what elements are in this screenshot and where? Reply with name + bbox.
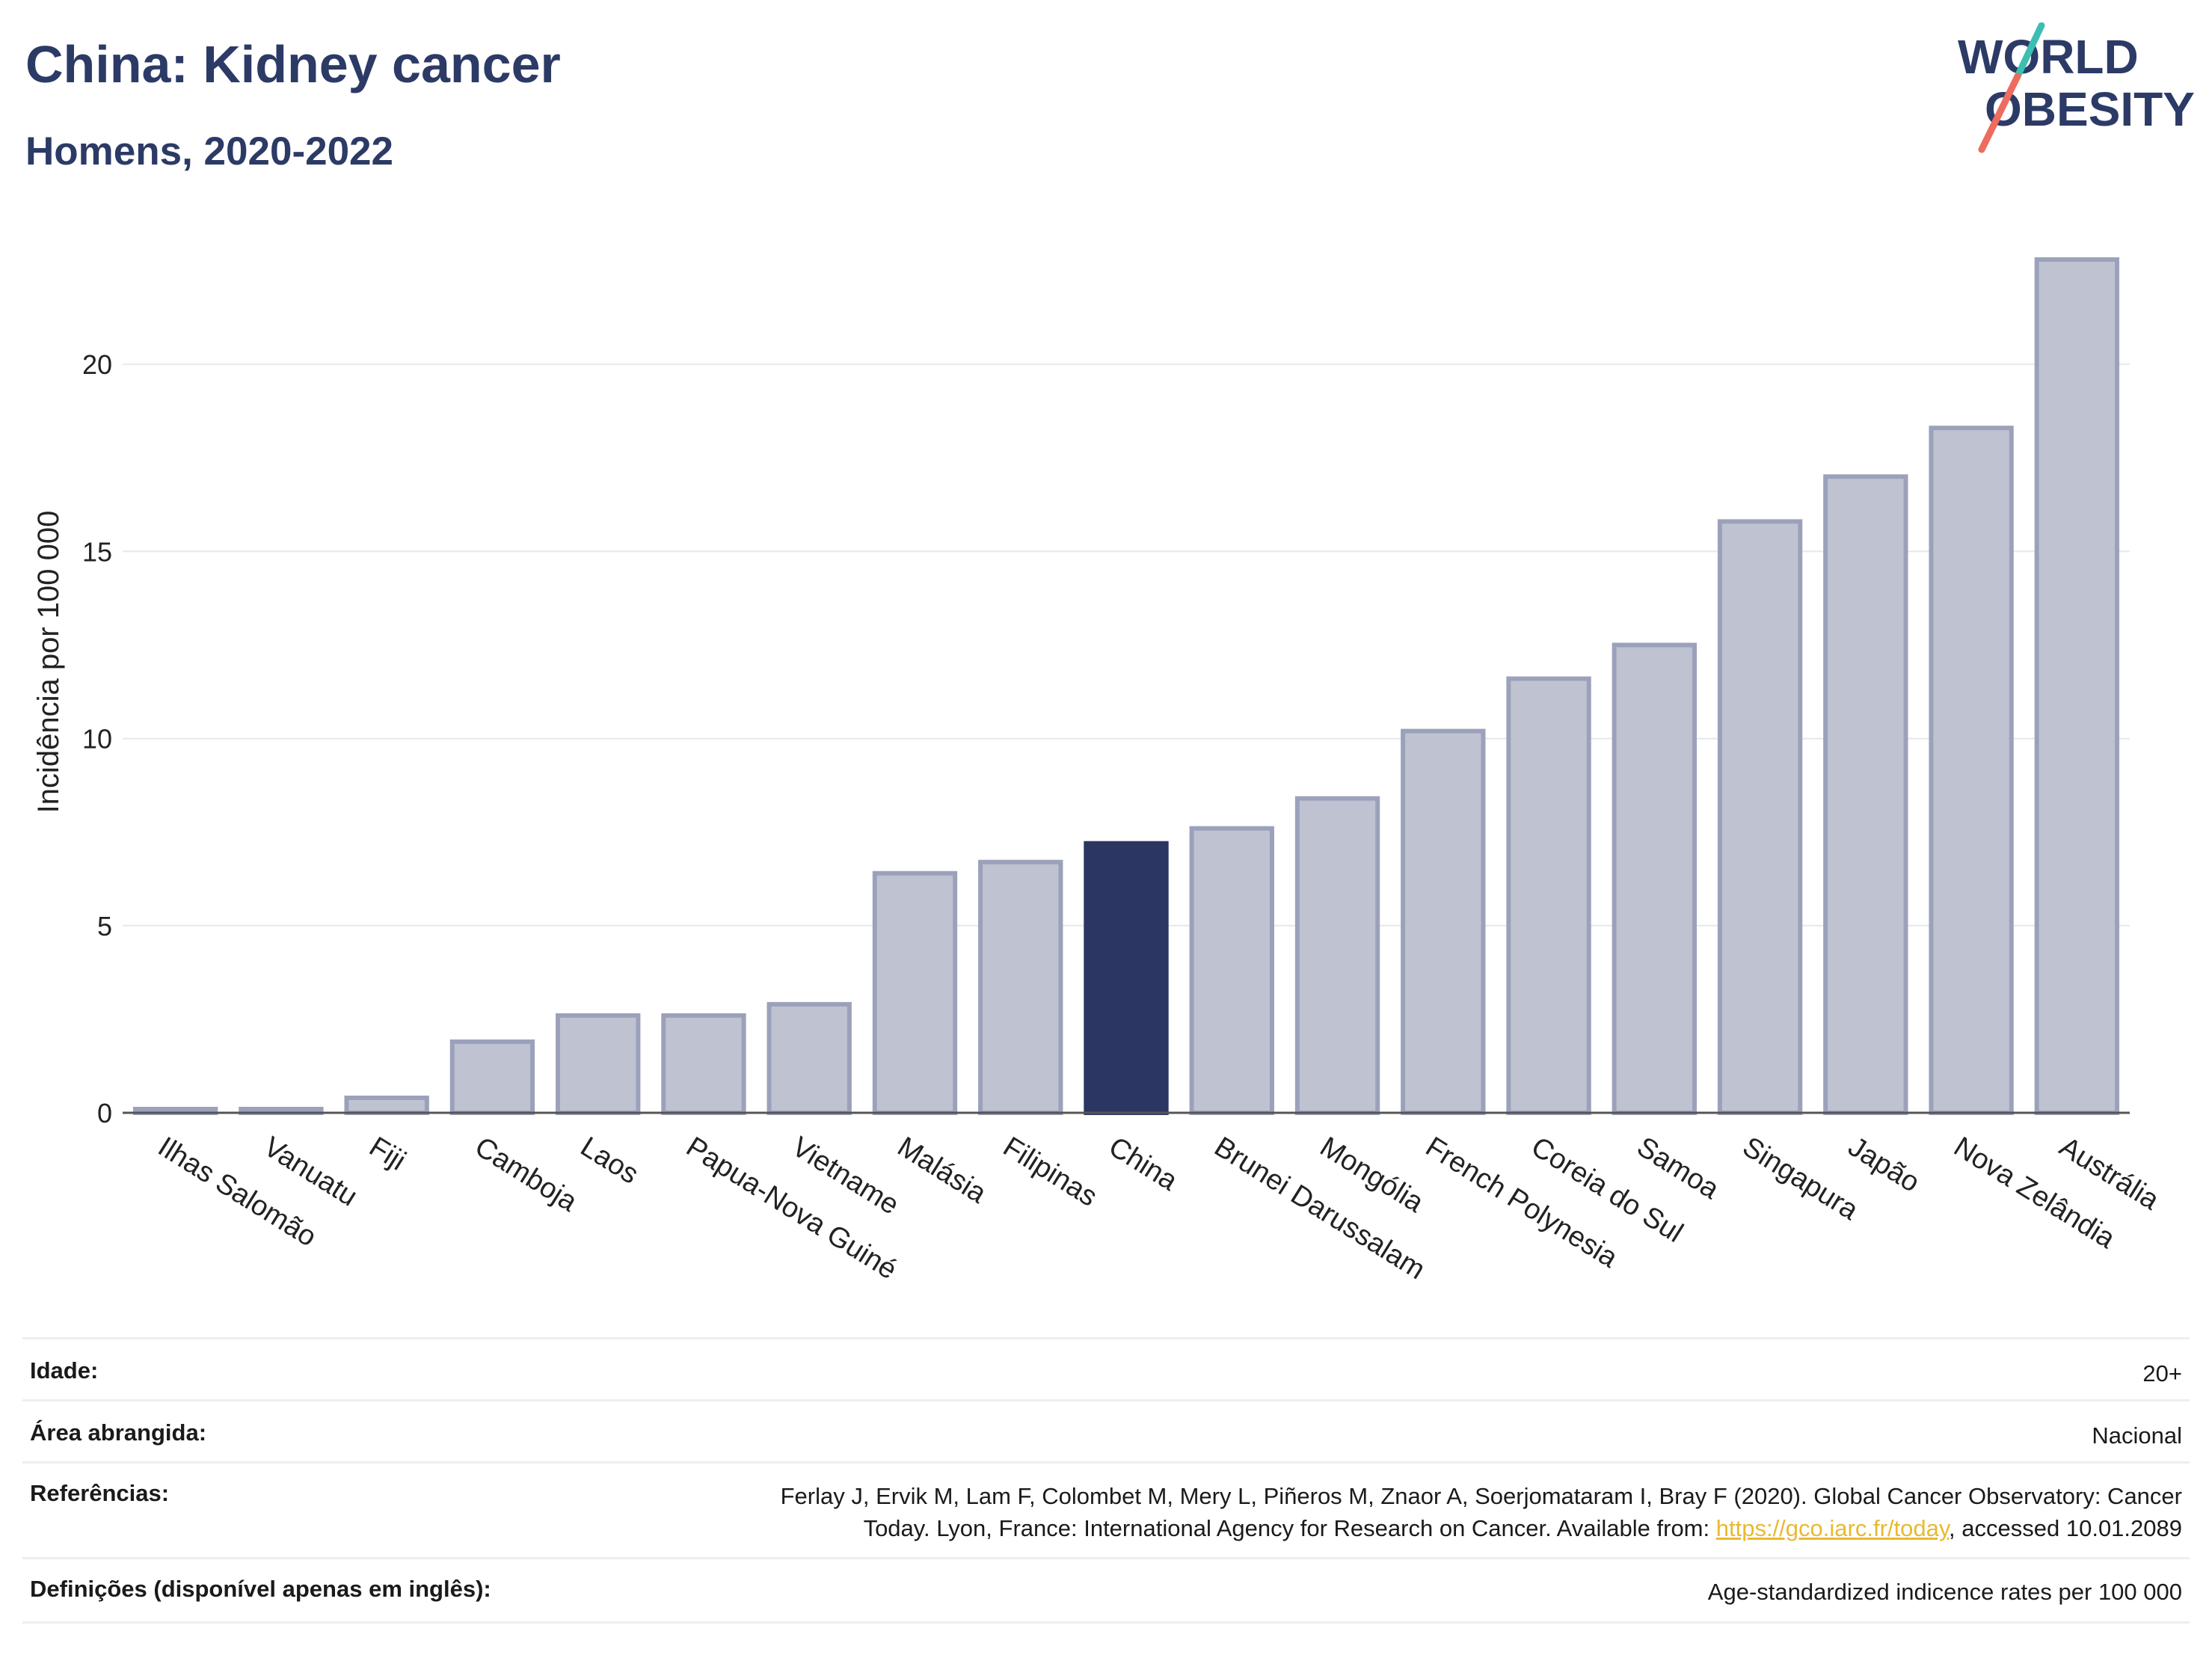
bar-camboja [449,1039,535,1116]
meta-ref-line2-pre: Today. Lyon, France: International Agenc… [863,1515,1716,1541]
bars [132,257,2120,1116]
y-tick-label: 15 [82,536,112,567]
bar-brunei-darussalam [1189,826,1274,1116]
meta-def-value: Age-standardized indicence rates per 100… [1707,1579,2182,1605]
y-tick-label: 20 [82,349,112,380]
y-tick-label: 10 [82,724,112,755]
x-tick-label: Japão [1843,1131,1925,1198]
meta-ref-line2-post: , accessed 10.01.2089 [1949,1515,2182,1541]
x-tick-label: Laos [575,1131,644,1190]
bar-mal-sia [872,871,958,1115]
meta-bottom-border [22,1621,2190,1624]
bar-vietname [766,1001,852,1115]
page-title: China: Kidney cancer [25,35,561,93]
x-tick-label: French Polynesia [1420,1131,1623,1274]
logo-word-world: WORLD [1958,30,2139,84]
meta-def-label: Definições (disponível apenas em inglês)… [30,1576,491,1602]
meta-ref-link[interactable]: https://gco.iarc.fr/today [1715,1515,1950,1541]
meta-ref-line1: Ferlay J, Ervik M, Lam F, Colombet M, Me… [780,1483,2182,1509]
x-tick-label: Fiji [363,1131,411,1176]
logo-slash-coral [1978,73,2021,153]
y-tick-label: 5 [97,911,112,942]
bar-french-polynesia [1401,728,1486,1116]
meta-area-label: Área abrangida: [30,1419,207,1446]
meta-ref-value: Ferlay J, Ervik M, Lam F, Colombet M, Me… [781,1480,2182,1544]
page-subtitle: Homens, 2020-2022 [25,129,394,174]
bar-mong-lia [1294,796,1380,1116]
metadata-table: Idade: 20+ Área abrangida: Nacional Refe… [22,1337,2190,1624]
bar-nova-zel-ndia [1929,426,2014,1115]
bar-fiji [344,1095,429,1116]
bar-papua-nova-guin- [661,1013,746,1116]
x-tick-label: Camboja [470,1131,583,1218]
meta-age-value: 20+ [2142,1360,2182,1387]
meta-row-area: Área abrangida: Nacional [22,1399,2190,1461]
bar-austr-lia [2034,257,2120,1115]
x-tick-label: China [1103,1131,1183,1197]
bar-samoa [1612,642,1697,1115]
meta-row-definitions: Definições (disponível apenas em inglês)… [22,1557,2190,1621]
bar-filipinas [978,859,1063,1115]
x-tick-label: Malásia [892,1131,992,1209]
meta-age-label: Idade: [30,1357,99,1384]
logo-slash-teal [2014,22,2045,80]
bar-jap-o [1823,474,1908,1115]
logo-word-obesity: OBESITY [1985,82,2195,136]
meta-ref-label: Referências: [30,1480,170,1506]
meta-area-value: Nacional [2092,1422,2182,1449]
bar-coreia-do-sul [1506,676,1591,1115]
meta-row-references: Referências: Ferlay J, Ervik M, Lam F, C… [22,1461,2190,1557]
y-axis-label: Incidência por 100 000 [32,511,65,814]
y-tick-labels: 0 5 10 15 20 [82,349,112,1129]
bar-laos [556,1013,641,1116]
y-tick-label: 0 [97,1098,112,1129]
x-tick-label: Singapura [1737,1131,1864,1226]
meta-row-age: Idade: 20+ [22,1337,2190,1399]
world-obesity-logo: WORLD OBESITY [1958,22,2195,153]
bar-singapura [1717,519,1803,1115]
x-tick-label: Filipinas [998,1131,1102,1212]
bar-china [1084,841,1169,1115]
x-tick-label: Samoa [1632,1131,1725,1206]
